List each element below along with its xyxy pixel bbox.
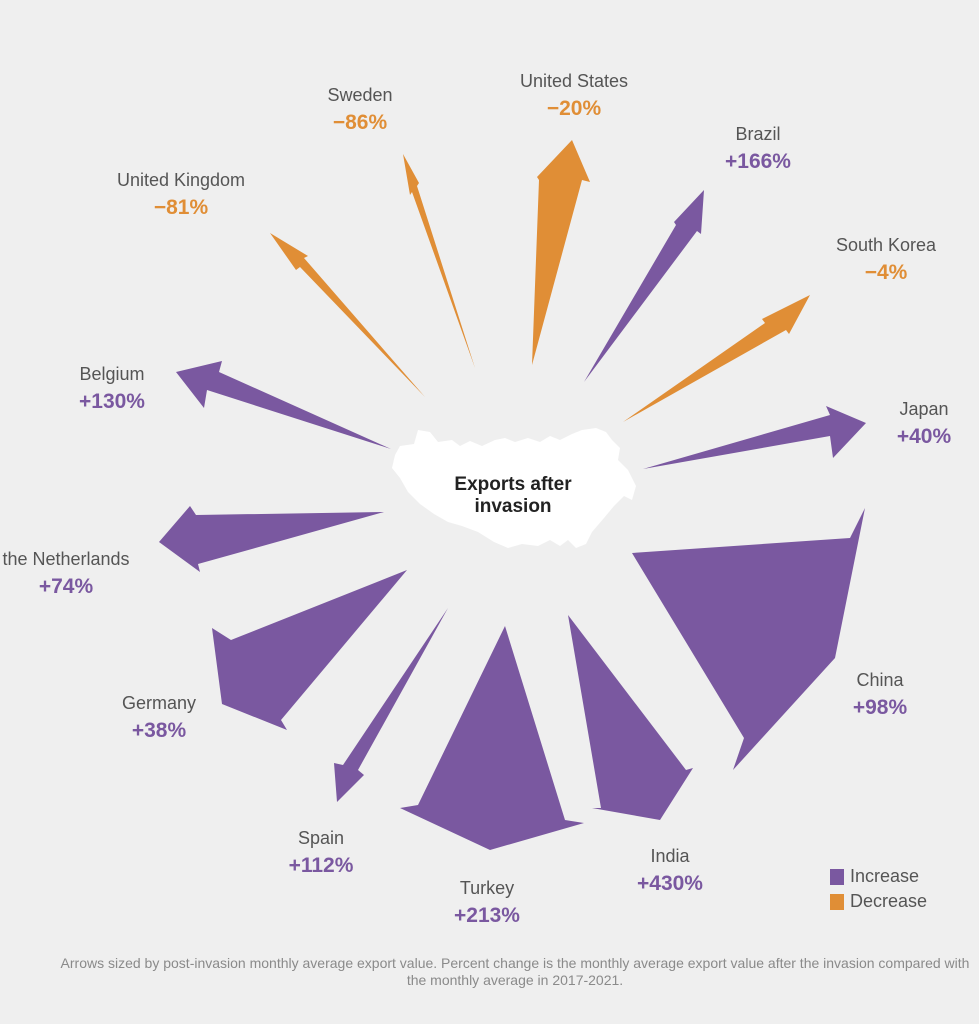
country-change-belgium: +130% [79,390,145,413]
label-united-states: United States −20% [520,71,628,120]
country-name-united-states: United States [520,71,628,91]
legend-label-increase: Increase [850,866,920,886]
country-name-the-netherlands: the Netherlands [2,549,129,569]
country-change-sweden: −86% [333,111,388,134]
country-name-china: China [856,670,904,690]
arrow-sweden [403,154,475,368]
arrow-united-kingdom [270,233,425,397]
arrow-germany [212,570,407,730]
country-change-south-korea: −4% [865,261,908,284]
label-japan: Japan +40% [897,399,952,448]
arrow-belgium [176,361,391,449]
arrows-layer [159,140,866,850]
country-name-india: India [650,846,690,866]
country-name-united-kingdom: United Kingdom [117,170,245,190]
country-change-the-netherlands: +74% [39,575,94,598]
country-change-united-states: −20% [547,97,602,120]
country-change-brazil: +166% [725,150,791,173]
arrow-spain [334,608,448,802]
country-name-south-korea: South Korea [836,235,937,255]
arrow-india [568,615,693,820]
country-change-turkey: +213% [454,904,520,927]
arrow-united-states [532,140,590,365]
center-label-line-1: Exports after [454,474,572,495]
legend-item-decrease: Decrease [830,889,927,914]
label-china: China +98% [853,670,908,719]
label-belgium: Belgium +130% [79,364,145,413]
label-united-kingdom: United Kingdom −81% [117,170,245,219]
footnote: Arrows sized by post-invasion monthly av… [60,955,970,988]
label-brazil: Brazil +166% [725,124,791,173]
legend: Increase Decrease [830,864,927,914]
labels-layer: United States −20% Brazil +166% South Korea −… [2,71,951,927]
arrow-japan [643,406,866,469]
legend-swatch-decrease [830,893,844,910]
country-change-germany: +38% [132,719,187,742]
legend-swatch-increase [830,868,844,885]
country-name-spain: Spain [298,828,344,848]
country-change-spain: +112% [289,854,354,877]
label-the-netherlands: the Netherlands +74% [2,549,129,598]
label-south-korea: South Korea −4% [836,235,937,284]
country-change-united-kingdom: −81% [154,196,209,219]
center-label-line-2: invasion [474,496,551,517]
country-change-china: +98% [853,696,908,719]
arrow-brazil [584,190,704,382]
arrow-the-netherlands [159,506,384,572]
label-turkey: Turkey +213% [454,878,520,927]
arrow-south-korea [623,295,810,422]
arrow-china [632,508,865,770]
country-name-japan: Japan [899,399,948,419]
label-germany: Germany +38% [122,693,196,742]
country-name-brazil: Brazil [735,124,780,144]
country-change-india: +430% [637,872,703,895]
label-spain: Spain +112% [289,828,354,877]
country-name-turkey: Turkey [460,878,514,898]
label-india: India +430% [637,846,703,895]
arrow-turkey [400,626,584,850]
label-sweden: Sweden −86% [327,85,392,134]
country-name-belgium: Belgium [79,364,144,384]
russia-map [392,428,636,548]
country-name-germany: Germany [122,693,196,713]
country-name-sweden: Sweden [327,85,392,105]
legend-item-increase: Increase [830,864,927,889]
center-label: Exports after invasion [454,474,572,517]
country-change-japan: +40% [897,425,952,448]
legend-label-decrease: Decrease [850,891,928,911]
